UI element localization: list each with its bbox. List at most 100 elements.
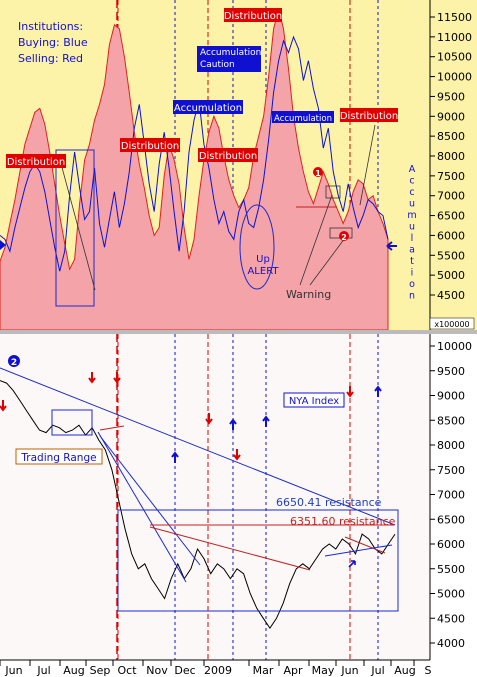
vertical-letter: l: [411, 233, 414, 244]
label-distribution-4: Distribution: [224, 8, 282, 22]
y-tick-label: 11500: [437, 11, 472, 24]
marker-2-blue-label: 2: [11, 358, 17, 368]
y-tick-label: 9500: [437, 90, 465, 103]
svg-text:Trading Range: Trading Range: [20, 452, 96, 464]
svg-text:Accumulation: Accumulation: [174, 103, 242, 114]
left-edge-arrow-icon: [0, 240, 6, 250]
warning-pointer-1: [299, 194, 333, 286]
marker-1-label: 1: [315, 169, 321, 178]
svg-text:Distribution: Distribution: [224, 11, 282, 22]
red-trendline-short: [99, 425, 125, 431]
label-nya-index: NYA Index: [283, 392, 345, 408]
y-tick-label: 6000: [437, 538, 465, 551]
label-accumulation-2: Accumulation: [272, 111, 334, 124]
y-tick-label: 10000: [437, 71, 472, 84]
svg-text:Distribution: Distribution: [7, 157, 65, 168]
sell-arrow-icon: [0, 400, 7, 412]
sell-arrow-icon: [88, 372, 96, 384]
label-warning: Warning: [286, 288, 331, 301]
x-tick-label: Apr: [283, 664, 303, 677]
top-axis-bg: [430, 0, 477, 330]
label-accumulation-1: Accumulation: [173, 100, 243, 114]
bottom-y-axis: 10000 9500 9000 8500 8000 7500 7000 6500 6000 550…: [430, 340, 472, 650]
y-tick-label: 9500: [437, 365, 465, 378]
label-distribution-2: Distribution: [120, 138, 180, 152]
x-tick-label: Oct: [117, 664, 137, 677]
marker-box-1: [325, 185, 341, 199]
sell-arrow-icon: [233, 449, 241, 461]
multiplier-label: x100000: [434, 320, 469, 329]
x-axis-bg: [0, 660, 477, 677]
buy-arrow-icon: [171, 451, 179, 463]
marker-1-icon: [313, 167, 323, 177]
y-tick-label: 6000: [437, 229, 465, 242]
vertical-letter: i: [411, 268, 414, 279]
up-arrow-icon: [348, 560, 356, 568]
vertical-letter: t: [410, 256, 414, 267]
marker-2-label: 2: [341, 233, 347, 242]
label-resistance-red: 6351.60 resistance: [290, 515, 396, 528]
y-tick-label: 5000: [437, 588, 465, 601]
distribution-pointer: [359, 124, 376, 206]
vertical-letter: m: [407, 210, 416, 221]
x-tick-label: Aug: [63, 664, 84, 677]
selling-area-series: [0, 8, 389, 331]
x-tick-label: Jul: [36, 664, 50, 677]
y-tick-label: 10500: [437, 51, 472, 64]
vertical-letter: A: [409, 164, 416, 175]
svg-text:Distribution: Distribution: [121, 141, 179, 152]
y-tick-label: 8500: [437, 130, 465, 143]
x-tick-label: May: [312, 664, 335, 677]
x-tick-label: Jul: [370, 664, 384, 677]
label-accumulation-caution: Accumulation Caution: [197, 46, 261, 72]
y-tick-label: 6500: [437, 210, 465, 223]
buying-line-series: [0, 35, 389, 272]
x-tick-label: Aug: [394, 664, 415, 677]
trading-box-top: [55, 149, 95, 307]
trendline-top-1: [59, 159, 96, 291]
bottom-axis-bg: [430, 334, 477, 660]
y-tick-label: 5500: [437, 563, 465, 576]
buy-arrow-icon: [374, 385, 382, 397]
red-trendline-long: [149, 526, 311, 571]
legend-buying: Buying: Blue: [18, 36, 88, 49]
label-accumulation-vertical: Accumulation: [407, 164, 416, 302]
vertical-letter: u: [409, 222, 415, 233]
x-tick-label: 2009: [204, 664, 232, 677]
label-trading-range: Trading Range: [15, 448, 103, 465]
y-tick-label: 5000: [437, 269, 465, 282]
vertical-letter: c: [409, 176, 414, 187]
x-tick-label: Dec: [174, 664, 195, 677]
label-resistance-blue: 6650.41 resistance: [276, 496, 382, 509]
buy-arrow-icon: [262, 415, 270, 427]
label-distribution-1: Distribution: [6, 154, 66, 168]
y-tick-label: 7000: [437, 489, 465, 502]
sell-arrow-icon: [113, 372, 121, 384]
buy-arrow-icon: [386, 241, 397, 251]
steep-trendline-2: [99, 435, 201, 566]
buy-arrow-icon: [229, 418, 237, 430]
red-trendline-tail: [344, 536, 386, 554]
y-tick-label: 11000: [437, 31, 472, 44]
vertical-letter: c: [409, 187, 414, 198]
y-tick-label: 4000: [437, 637, 465, 650]
trading-range-box: [117, 509, 399, 612]
y-tick-label: 8000: [437, 439, 465, 452]
x-tick-label: Mar: [253, 664, 274, 677]
y-tick-label: 9000: [437, 390, 465, 403]
y-tick-label: 9000: [437, 110, 465, 123]
multiplier-box: [429, 317, 475, 330]
marker-2-icon: [339, 231, 349, 241]
y-tick-label: 7500: [437, 170, 465, 183]
x-tick-label: S: [425, 664, 432, 677]
y-tick-label: 10000: [437, 340, 472, 353]
label-distribution-3: Distribution: [198, 148, 258, 162]
steep-trendline-1: [97, 431, 187, 583]
x-tick-label: Jun: [4, 664, 22, 677]
y-tick-label: 4500: [437, 612, 465, 625]
x-axis: Jun Jul Aug Sep Oct Nov Dec 2009 Mar Apr May Jun Jul…: [0, 660, 432, 677]
panel-divider: [0, 330, 477, 334]
y-tick-label: 7000: [437, 190, 465, 203]
vertical-letter: a: [409, 245, 415, 256]
